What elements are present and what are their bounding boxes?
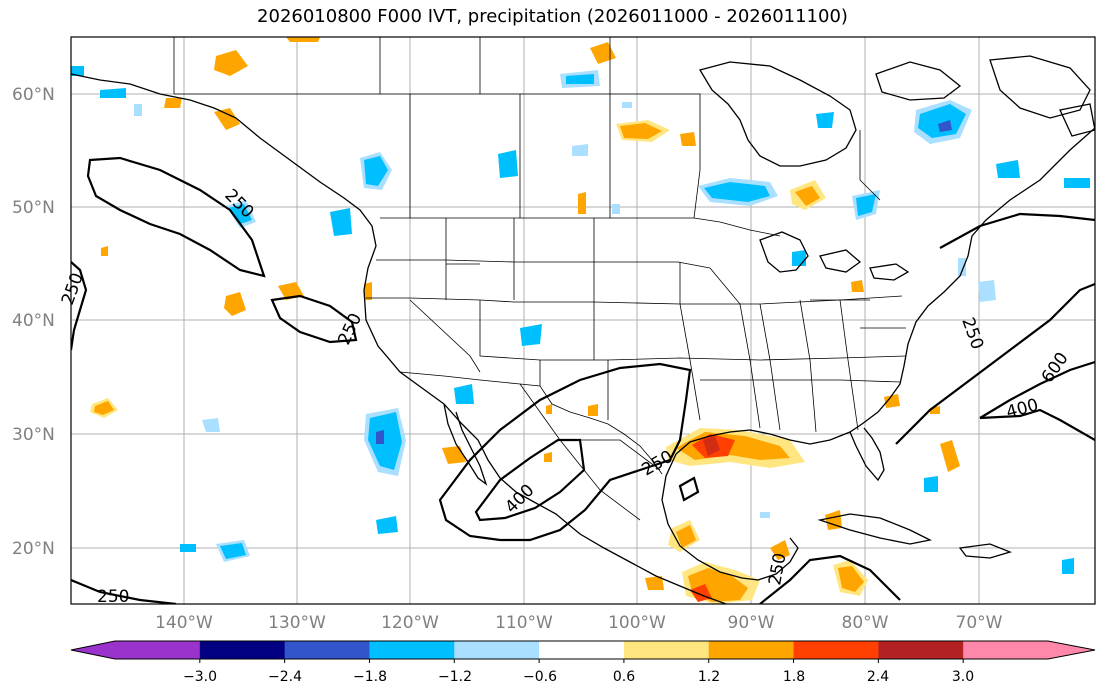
colorbar-swatch	[963, 641, 1049, 659]
lon-label: 100°W	[608, 613, 666, 633]
lon-label: 130°W	[268, 613, 326, 633]
colorbar-swatch	[454, 641, 540, 659]
colorbar-swatch	[878, 641, 964, 659]
political-borders	[173, 37, 907, 521]
colorbar-outline	[70, 640, 1096, 660]
colorbar-swatch	[623, 641, 710, 659]
lat-label: 60°N	[12, 85, 55, 105]
colorbar-swatch	[115, 641, 201, 659]
coastlines	[71, 55, 1095, 604]
colorbar-tick-label: −1.2	[438, 669, 472, 685]
colorbar-tick-label: −1.8	[353, 669, 387, 685]
map-frame	[70, 36, 1096, 605]
lat-label: 20°N	[12, 539, 55, 559]
lat-label: 40°N	[12, 311, 55, 331]
colorbar-tick-label: 1.8	[783, 669, 805, 685]
colorbar-swatch	[199, 641, 286, 659]
colorbar-tick-label: −2.4	[268, 669, 302, 685]
colorbar-tick-label: −3.0	[183, 669, 217, 685]
lon-label: 70°W	[956, 613, 1003, 633]
colorbar-swatch	[284, 641, 370, 659]
lon-label: 90°W	[728, 613, 775, 633]
lat-label: 30°N	[12, 425, 55, 445]
lon-label: 80°W	[842, 613, 889, 633]
colorbar-swatch	[539, 641, 625, 659]
contour-label: 250	[97, 587, 129, 607]
colorbar-extend-left	[71, 641, 115, 659]
colorbar-swatch	[369, 641, 455, 659]
colorbar	[70, 640, 1096, 663]
colorbar-ticks: −3.0 −2.4 −1.8 −1.2 −0.6 0.6 1.2 1.8 2.4…	[183, 669, 974, 685]
ivt-contours	[71, 156, 1095, 604]
lon-label: 140°W	[155, 613, 213, 633]
precip-anomaly-fill	[71, 37, 1090, 604]
colorbar-swatch	[793, 641, 879, 659]
lon-label: 120°W	[381, 613, 439, 633]
longitude-labels: 140°W 130°W 120°W 110°W 100°W 90°W 80°W …	[155, 613, 1003, 633]
colorbar-tick-label: 0.6	[613, 669, 635, 685]
lon-label: 110°W	[495, 613, 553, 633]
latitude-labels: 60°N 50°N 40°N 30°N 20°N	[12, 85, 55, 559]
colorbar-swatch	[708, 641, 795, 659]
colorbar-tick-label: −0.6	[523, 669, 557, 685]
map-title: 2026010800 F000 IVT, precipitation (2026…	[257, 6, 848, 27]
colorbar-tick-label: 2.4	[867, 669, 889, 685]
colorbar-tick-label: 3.0	[952, 669, 974, 685]
colorbar-tick-label: 1.2	[698, 669, 720, 685]
colorbar-extend-right	[1048, 641, 1095, 659]
lat-label: 50°N	[12, 198, 55, 218]
